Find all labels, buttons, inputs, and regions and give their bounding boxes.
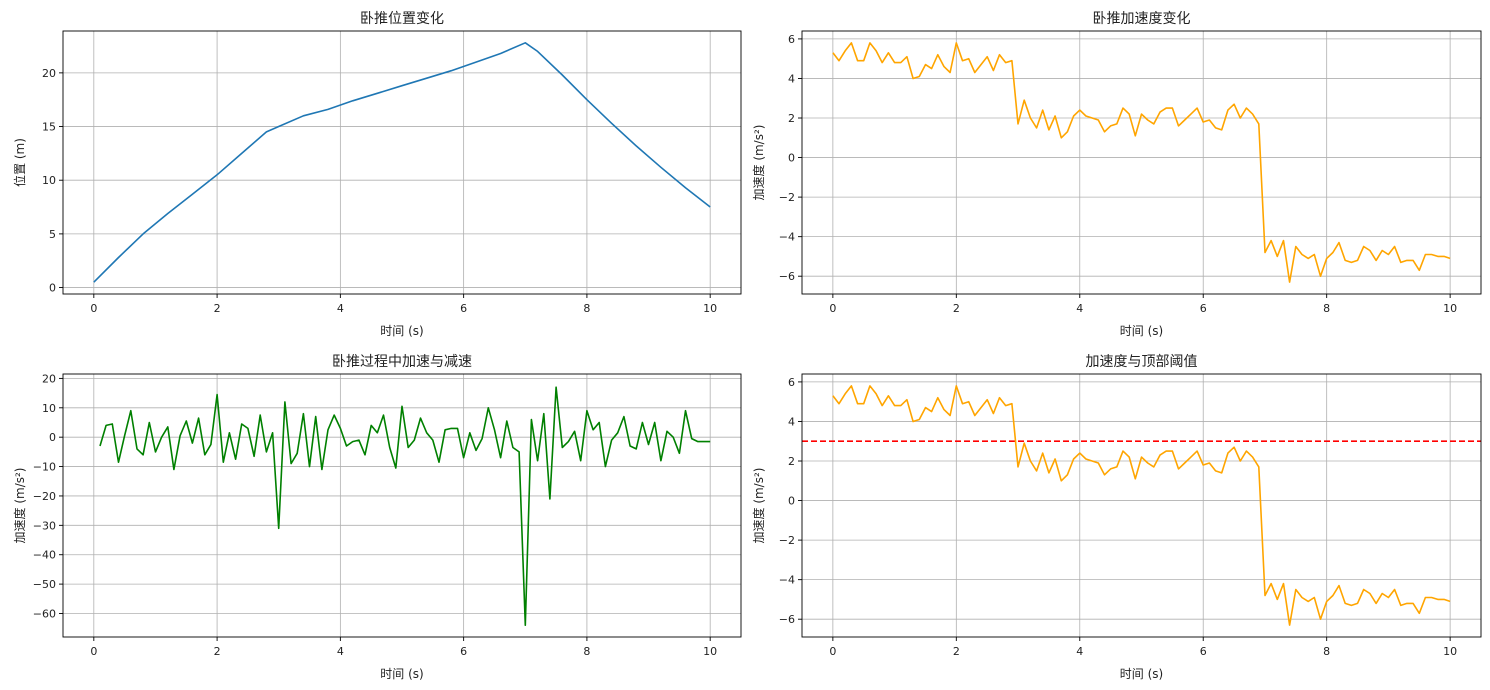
x-axis-label: 时间 (s) [380,324,423,338]
y-tick-label: −4 [779,574,795,587]
y-tick-label: 10 [42,402,56,415]
y-tick-label: 20 [42,67,56,80]
x-axis-label: 时间 (s) [380,667,423,681]
y-tick-label: −2 [779,191,795,204]
y-tick-label: 6 [788,376,795,389]
x-tick-label: 10 [1443,645,1457,658]
y-tick-label: −6 [779,613,795,626]
y-tick-label: 15 [42,121,56,134]
y-tick-label: −30 [33,519,56,532]
x-tick-label: 2 [214,645,221,658]
axes-frame [62,373,742,638]
x-tick-label: 8 [583,645,590,658]
series-line-acceleration-0 [832,42,1451,283]
y-tick-label: 10 [42,174,56,187]
x-tick-label: 10 [703,302,717,315]
y-tick-label: −6 [779,270,795,283]
chart-accel_decel: 0 2 4 6 8 10 −60 −50 −40 −30 −20 −10 0 10 20 卧推过程中加速与减速… [12,354,742,681]
x-axis-label: 时间 (s) [1120,324,1163,338]
y-tick-label: 0 [788,495,795,508]
x-tick-label: 6 [1200,302,1207,315]
y-tick-label: 4 [788,72,795,85]
x-tick-label: 8 [1323,645,1330,658]
series-line-position-0 [93,41,711,283]
axes-frame [62,30,742,295]
y-tick-label: −60 [33,607,56,620]
x-tick-label: 8 [1323,302,1330,315]
y-tick-label: 4 [788,415,795,428]
y-tick-label: −50 [33,578,56,591]
x-tick-label: 2 [953,302,960,315]
y-tick-label: 20 [42,372,56,385]
x-tick-label: 0 [829,302,836,315]
y-axis-label: 位置 (m) [12,138,27,187]
y-tick-label: −4 [779,231,795,244]
series-line-accel_decel-0 [99,386,711,627]
y-tick-label: 5 [49,228,56,241]
chart-title: 卧推位置变化 [360,11,444,27]
y-axis-label: 加速度 (m/s²) [751,125,766,201]
x-tick-label: 6 [460,645,467,658]
y-tick-label: 2 [788,455,795,468]
axes-frame [801,373,1482,638]
x-tick-label: 2 [214,302,221,315]
axes-frame [801,30,1482,295]
y-axis-label: 加速度 (m/s²) [12,468,27,544]
x-tick-label: 6 [460,302,467,315]
x-tick-label: 4 [1076,302,1083,315]
y-tick-label: 0 [788,152,795,165]
x-tick-label: 4 [337,302,344,315]
chart-title: 卧推过程中加速与减速 [332,354,472,370]
x-tick-label: 0 [90,645,97,658]
y-tick-label: 0 [49,282,56,295]
y-tick-label: −2 [779,534,795,547]
y-tick-label: 6 [788,33,795,46]
x-tick-label: 0 [829,645,836,658]
x-tick-label: 6 [1200,645,1207,658]
chart-title: 加速度与顶部阈值 [1086,354,1198,370]
x-tick-label: 10 [1443,302,1457,315]
x-tick-label: 4 [1076,645,1083,658]
y-tick-label: 2 [788,112,795,125]
series-line-threshold-0 [832,385,1451,626]
y-tick-label: 0 [49,431,56,444]
y-axis-label: 加速度 (m/s²) [751,468,766,544]
y-tick-label: −10 [33,461,56,474]
x-tick-label: 4 [337,645,344,658]
x-tick-label: 0 [90,302,97,315]
chart-title: 卧推加速度变化 [1093,11,1191,27]
y-tick-label: −40 [33,549,56,562]
x-axis-label: 时间 (s) [1120,667,1163,681]
x-tick-label: 2 [953,645,960,658]
x-tick-label: 10 [703,645,717,658]
x-tick-label: 8 [583,302,590,315]
y-tick-label: −20 [33,490,56,503]
